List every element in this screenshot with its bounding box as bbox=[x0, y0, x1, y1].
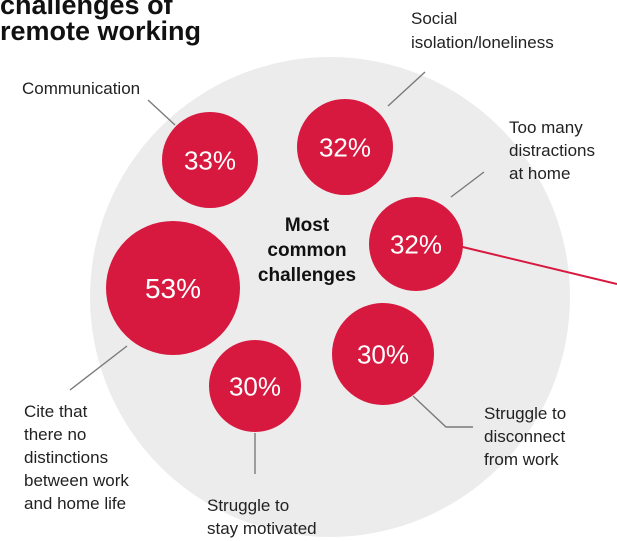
bubble-value-1: 33% bbox=[184, 145, 236, 175]
bubble-value-3: 32% bbox=[390, 229, 442, 259]
bubble-label-6-line-5: and home life bbox=[24, 494, 126, 513]
bubble-1 bbox=[162, 112, 258, 208]
bubble-label-3-line-2: distractions bbox=[509, 141, 595, 160]
bubble-6 bbox=[106, 221, 240, 355]
bubble-label-6-line-2: there no bbox=[24, 425, 86, 444]
accent-line bbox=[445, 242, 617, 285]
bubble-value-6: 53% bbox=[145, 273, 201, 304]
bubble-label-5-line-1: Struggle to bbox=[207, 496, 289, 515]
bubble-label-2-line-2: isolation/loneliness bbox=[411, 33, 554, 52]
bubble-5 bbox=[209, 340, 301, 432]
center-label-line-3: challenges bbox=[258, 265, 356, 286]
bubble-value-5: 30% bbox=[229, 371, 281, 401]
bubble-label-4-line-3: from work bbox=[484, 450, 559, 469]
bubble-label-1-line-1: Communication bbox=[22, 79, 140, 98]
bubble-label-4-line-1: Struggle to bbox=[484, 404, 566, 423]
bubble-label-2-line-1: Social bbox=[411, 9, 457, 28]
bubble-label-5-line-2: stay motivated bbox=[207, 519, 317, 538]
bubble-label-6-line-3: distinctions bbox=[24, 448, 108, 467]
bubble-3 bbox=[369, 197, 463, 291]
leader-line-1 bbox=[147, 99, 176, 126]
chart-title-line-2: remote working bbox=[0, 16, 202, 46]
bubble-label-6-line-4: between work bbox=[24, 471, 129, 490]
bubble-label-3-line-1: Too many bbox=[509, 118, 583, 137]
bubble-4 bbox=[332, 303, 434, 405]
bubble-value-2: 32% bbox=[319, 132, 371, 162]
leader-line-4 bbox=[412, 395, 473, 428]
center-label-line-1: Most bbox=[285, 215, 330, 236]
leader-line-2 bbox=[387, 71, 426, 107]
center-label-line-2: common bbox=[267, 240, 346, 261]
bubble-label-4-line-2: disconnect bbox=[484, 427, 566, 446]
bubble-value-4: 30% bbox=[357, 339, 409, 369]
leader-line-3 bbox=[450, 171, 485, 198]
bubble-label-6-line-1: Cite that bbox=[24, 402, 88, 421]
chart-title-line-1: challenges of bbox=[0, 0, 173, 20]
bubble-2 bbox=[297, 99, 393, 195]
bubble-label-3-line-3: at home bbox=[509, 164, 570, 183]
leader-line-6 bbox=[69, 345, 128, 391]
